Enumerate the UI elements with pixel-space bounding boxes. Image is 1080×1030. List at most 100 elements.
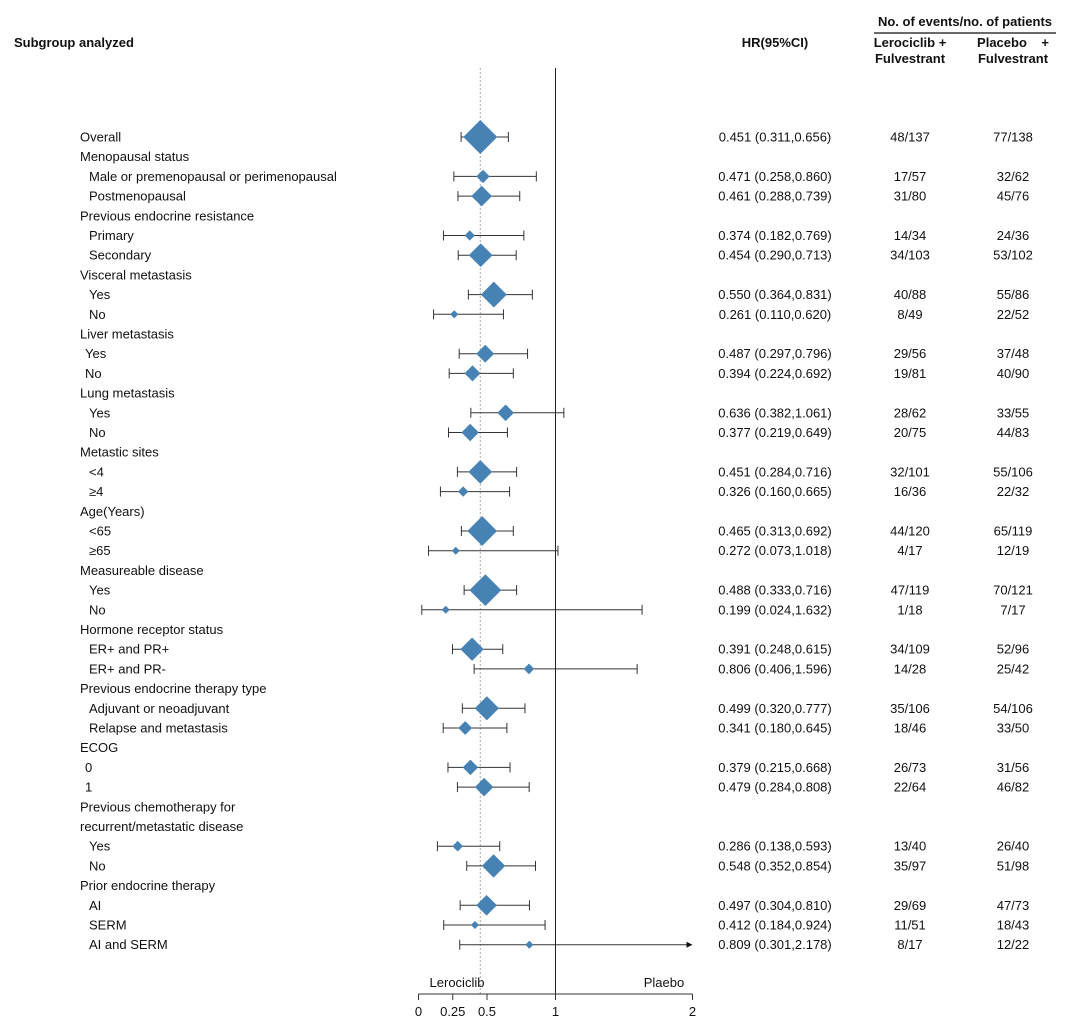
hr-marker xyxy=(441,605,450,614)
hr-ci-text: 0.471 (0.258,0.860) xyxy=(718,169,831,184)
hr-marker xyxy=(476,169,490,184)
arm2-events: 54/106 xyxy=(993,701,1033,716)
subgroup-label: ≥65 xyxy=(89,543,111,558)
arm1-events: 19/81 xyxy=(894,366,927,381)
hr-ci-text: 0.479 (0.284,0.808) xyxy=(718,780,831,795)
arm1-events: 18/46 xyxy=(894,721,927,736)
arm1-events: 35/97 xyxy=(894,858,927,873)
arm2-events: 25/42 xyxy=(997,661,1030,676)
arm2-events: 31/56 xyxy=(997,760,1030,775)
hr-marker xyxy=(497,404,514,422)
hr-ci-text: 0.394 (0.224,0.692) xyxy=(718,366,831,381)
hr-ci-text: 0.488 (0.333,0.716) xyxy=(718,583,831,598)
arm1-events: 22/64 xyxy=(894,780,927,795)
arm1-events: 14/28 xyxy=(894,661,927,676)
hr-ci-text: 0.374 (0.182,0.769) xyxy=(718,228,831,243)
hr-marker xyxy=(463,120,498,154)
arm2-events: 77/138 xyxy=(993,130,1033,145)
hr-ci-text: 0.379 (0.215,0.668) xyxy=(718,760,831,775)
arm1-events: 8/17 xyxy=(897,937,922,952)
hr-ci-text: 0.487 (0.297,0.796) xyxy=(718,346,831,361)
hr-marker xyxy=(470,921,479,929)
subgroup-label: Yes xyxy=(89,583,111,598)
hr-ci-text: 0.499 (0.320,0.777) xyxy=(718,701,831,716)
arm1-events: 34/103 xyxy=(890,248,930,263)
header-arm2-line2: Fulvestrant xyxy=(978,51,1049,66)
subgroup-label: ER+ and PR+ xyxy=(89,642,169,657)
arm2-events: 22/32 xyxy=(997,484,1030,499)
subgroup-label: No xyxy=(85,366,102,381)
arm2-events: 51/98 xyxy=(997,858,1030,873)
arm2-events: 52/96 xyxy=(997,642,1030,657)
subgroup-header-label: recurrent/metastatic disease xyxy=(80,819,243,834)
hr-marker xyxy=(474,696,499,721)
hr-marker xyxy=(469,574,502,607)
x-tick-label: 0.5 xyxy=(478,1004,496,1019)
x-tick-label: 1 xyxy=(552,1004,559,1019)
favors-right-label: Plaebo xyxy=(644,975,684,990)
arm2-events: 37/48 xyxy=(997,346,1030,361)
arm2-events: 12/19 xyxy=(997,543,1030,558)
hr-marker xyxy=(468,243,493,268)
subgroup-label: No xyxy=(89,307,106,322)
hr-ci-text: 0.550 (0.364,0.831) xyxy=(718,287,831,302)
hr-marker xyxy=(461,423,479,442)
header-arm2-line1: Placebo + xyxy=(977,35,1049,50)
arm1-events: 14/34 xyxy=(894,228,927,243)
arm1-events: 28/62 xyxy=(894,405,927,420)
arm1-events: 32/101 xyxy=(890,464,930,479)
hr-marker xyxy=(464,365,481,382)
subgroup-label: No xyxy=(89,602,106,617)
subgroup-label: AI xyxy=(89,898,101,913)
subgroup-label: Postmenopausal xyxy=(89,189,186,204)
arm2-events: 32/62 xyxy=(997,169,1030,184)
header-events: No. of events/no. of patients xyxy=(878,14,1052,29)
subgroup-header-label: Prior endocrine therapy xyxy=(80,878,216,893)
hr-ci-text: 0.548 (0.352,0.854) xyxy=(718,858,831,873)
hr-ci-text: 0.377 (0.219,0.649) xyxy=(718,425,831,440)
subgroup-header-label: Visceral metastasis xyxy=(80,267,192,282)
hr-ci-text: 0.454 (0.290,0.713) xyxy=(718,248,831,263)
hr-ci-text: 0.636 (0.382,1.061) xyxy=(718,405,831,420)
arm2-events: 33/55 xyxy=(997,405,1030,420)
hr-marker xyxy=(481,854,506,878)
arm1-events: 40/88 xyxy=(894,287,927,302)
arm1-events: 34/109 xyxy=(890,642,930,657)
arm1-events: 4/17 xyxy=(897,543,922,558)
header-hr: HR(95%CI) xyxy=(742,35,808,50)
header-subgroup: Subgroup analyzed xyxy=(14,35,134,50)
hr-ci-text: 0.261 (0.110,0.620) xyxy=(719,307,832,322)
subgroup-label: SERM xyxy=(89,918,127,933)
subgroup-label: <4 xyxy=(89,464,104,479)
subgroup-label: Yes xyxy=(89,287,111,302)
hr-marker xyxy=(452,840,463,852)
subgroup-label: No xyxy=(89,425,106,440)
hr-marker xyxy=(471,185,492,207)
subgroup-label: Relapse and metastasis xyxy=(89,721,228,736)
arm2-events: 44/83 xyxy=(997,425,1030,440)
subgroup-header-label: Menopausal status xyxy=(80,149,190,164)
hr-marker xyxy=(476,344,495,363)
arm2-events: 40/90 xyxy=(997,366,1030,381)
arm1-events: 48/137 xyxy=(890,130,930,145)
hr-marker xyxy=(476,894,497,916)
arm1-events: 29/69 xyxy=(894,898,927,913)
arm2-events: 55/86 xyxy=(997,287,1030,302)
hr-marker xyxy=(462,759,479,776)
arm1-events: 11/51 xyxy=(894,918,926,933)
hr-marker xyxy=(480,281,507,308)
hr-marker xyxy=(457,486,469,497)
subgroup-label: Male or premenopausal or perimenopausal xyxy=(89,169,337,184)
arm2-events: 18/43 xyxy=(997,918,1030,933)
hr-ci-text: 0.272 (0.073,1.018) xyxy=(718,543,831,558)
x-tick-label: 0 xyxy=(415,1004,422,1019)
subgroup-header-label: Metastic sites xyxy=(80,445,159,460)
subgroup-header-label: Liver metastasis xyxy=(80,327,174,342)
subgroup-label: 1 xyxy=(85,780,92,795)
arm1-events: 31/80 xyxy=(894,189,927,204)
hr-marker xyxy=(468,460,493,484)
hr-ci-text: 0.809 (0.301,2.178) xyxy=(718,937,831,952)
hr-ci-text: 0.341 (0.180,0.645) xyxy=(718,721,831,736)
arm2-events: 26/40 xyxy=(997,839,1030,854)
subgroup-header-label: Age(Years) xyxy=(80,504,145,519)
